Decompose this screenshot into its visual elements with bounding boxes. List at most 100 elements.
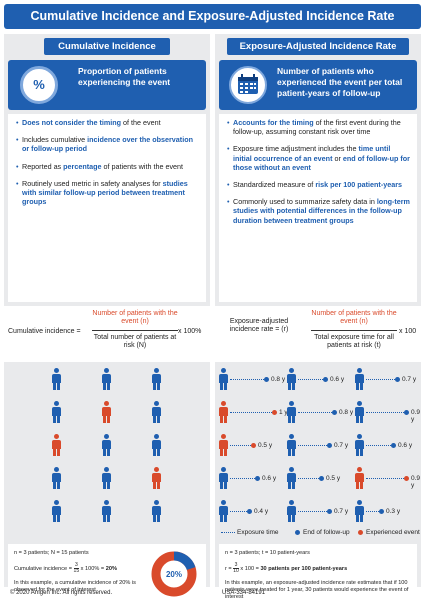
exposure-time-line <box>298 511 327 512</box>
ci-summary-calc: Cumulative incidence = 3 15 x 100% = 20% <box>14 563 146 574</box>
ci-donut-label: 20% <box>166 570 182 579</box>
eair-bullet: Accounts for the timing of the first eve… <box>227 118 411 136</box>
exposure-time-label: 0.6 y <box>262 475 277 482</box>
exposure-time-label: 0.7 y <box>334 442 349 449</box>
exposure-time-line <box>298 412 332 413</box>
eair-bullet-text: Standardized measure of <box>233 180 316 190</box>
eair-bullet-text: or <box>332 153 343 163</box>
exposure-adjusted-header: Exposure-Adjusted Incidence Rate <box>227 38 409 55</box>
ci-bullet-text: Does not consider the timing <box>22 118 122 127</box>
end-of-follow-up-marker <box>332 410 337 415</box>
eair-definition: Number of patients who experienced the e… <box>277 66 403 98</box>
ci-bullet-text: Includes cumulative <box>22 135 88 145</box>
eair-bullet-text: Commonly used to summarize safety data i… <box>233 197 377 207</box>
person-icon <box>102 467 111 489</box>
person-icon <box>355 368 364 390</box>
end-of-follow-up-marker <box>391 443 396 448</box>
ci-bullets: Does not consider the timing of the even… <box>8 114 206 302</box>
ci-bullet-text: studies with similar follow-up period be… <box>22 178 188 207</box>
percent-icon: % <box>20 66 58 104</box>
exposure-time-label: 0.9 y <box>411 475 421 489</box>
person-icon <box>219 401 228 423</box>
exposure-time-line <box>366 478 404 479</box>
person-icon <box>287 467 296 489</box>
eair-patient-grid: 0.8 y 0.6 y 0.7 y 1 y 0.8 y 0.9 y 0.5 y 0.7 y 0.… <box>215 364 421 539</box>
eair-bullet-text: risk per 100 patient-years <box>315 180 403 190</box>
calendar-icon <box>229 66 267 104</box>
exposure-time-label: 0.8 y <box>271 376 286 383</box>
ci-summary: n = 3 patients; N = 15 patients Cumulati… <box>8 544 206 604</box>
person-icon <box>52 434 61 456</box>
exposure-time-label: 0.7 y <box>334 508 349 515</box>
person-icon <box>219 500 228 522</box>
end-of-follow-up-marker <box>379 509 384 514</box>
eair-summary-calc: r = 3 10 x 100 = 30 patients per 100 pat… <box>225 563 411 574</box>
ci-patient-grid <box>4 364 210 539</box>
ci-bullet-text: of patients with the event <box>101 161 184 171</box>
percent-icon-text: % <box>33 77 45 92</box>
ci-bullet-text: percentage <box>63 161 102 171</box>
person-icon <box>219 434 228 456</box>
person-icon <box>52 467 61 489</box>
person-icon <box>102 500 111 522</box>
eair-formula-denominator: Total exposure time for all patients at … <box>314 334 394 349</box>
person-icon <box>355 434 364 456</box>
exposure-time-label: 0.4 y <box>254 508 269 515</box>
eair-bullet-text: Exposure time adjustment includes the <box>233 144 359 154</box>
end-of-follow-up-marker <box>319 476 324 481</box>
eair-definition-box: Number of patients who experienced the e… <box>219 60 417 110</box>
person-icon <box>355 500 364 522</box>
person-icon <box>152 401 161 423</box>
ci-definition: Proportion of patients experiencing the … <box>78 66 171 87</box>
eair-summary: n = 3 patients; t = 10 patient-years r =… <box>219 544 417 604</box>
ci-bullet: Includes cumulative incidence over the o… <box>16 135 200 153</box>
ci-formula-numerator: Number of patients with the event (n) <box>92 310 178 325</box>
eair-bullet-text: end of follow-up for those without an ev… <box>233 153 410 172</box>
ci-formula-multiplier: x 100% <box>178 328 202 335</box>
ci-summary-note: In this example, a cumulative incidence … <box>14 580 136 593</box>
eair-bullet-text: long-term studies with potential differe… <box>233 197 410 225</box>
legend-end-swatch <box>295 530 300 535</box>
eair-bullet: Standardized measure of risk per 100 pat… <box>227 180 411 189</box>
person-icon <box>152 500 161 522</box>
eair-calc-result: 30 patients per 100 patient-years <box>260 565 348 572</box>
eair-bullet: Commonly used to summarize safety data i… <box>227 197 411 225</box>
ci-calc-num: 3 <box>73 562 80 569</box>
ci-bullet: Routinely used metric in safety analyses… <box>16 179 200 207</box>
person-icon <box>152 467 161 489</box>
person-icon <box>102 434 111 456</box>
eair-formula-multiplier: x 100 <box>399 328 417 335</box>
end-of-follow-up-marker <box>247 509 252 514</box>
person-icon <box>355 467 364 489</box>
ci-formula-label: Cumulative incidence = <box>8 328 81 335</box>
ci-calc-mid: x 100% = <box>80 565 106 572</box>
eair-calc-prefix: r = <box>225 565 234 572</box>
end-of-follow-up-marker <box>327 509 332 514</box>
exposure-time-line <box>366 511 379 512</box>
person-icon <box>52 368 61 390</box>
footer-code: USA-334-84191 <box>222 590 266 596</box>
end-of-follow-up-marker <box>404 410 409 415</box>
exposure-time-label: 0.6 y <box>398 442 413 449</box>
legend-event-swatch <box>358 530 363 535</box>
ci-donut-chart: 20% <box>151 551 197 597</box>
eair-summary-note: In this example, an exposure-adjusted in… <box>225 580 409 600</box>
ci-formula: Cumulative incidence = Number of patient… <box>4 306 210 362</box>
person-icon <box>287 368 296 390</box>
ci-bullet-text: Reported as <box>22 161 64 171</box>
person-icon <box>52 500 61 522</box>
person-icon <box>152 368 161 390</box>
person-icon <box>355 401 364 423</box>
eair-formula-label: Exposure-adjusted incidence rate = (r) <box>229 318 289 333</box>
exposure-time-line <box>230 445 251 446</box>
eair-bullet-text: of the first event during the follow-up,… <box>233 118 401 137</box>
end-of-follow-up-marker <box>255 476 260 481</box>
exposure-time-line <box>230 511 247 512</box>
exposure-time-label: 0.6 y <box>330 376 345 383</box>
person-icon <box>219 467 228 489</box>
person-icon <box>52 401 61 423</box>
eair-formula-bar <box>311 330 397 331</box>
event-marker <box>404 476 409 481</box>
ci-bullet: Does not consider the timing of the even… <box>16 118 200 127</box>
page-title: Cumulative Incidence and Exposure-Adjust… <box>4 4 421 29</box>
